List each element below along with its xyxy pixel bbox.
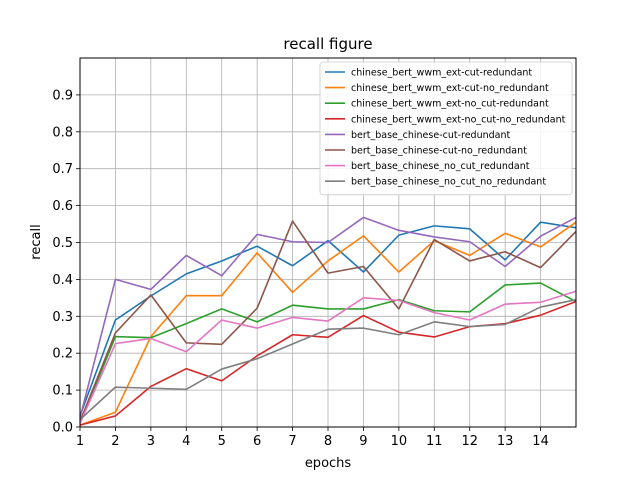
y-tick-label: 0.7 xyxy=(52,162,73,177)
legend-label: chinese_bert_wwm_ext-cut-redundant xyxy=(351,68,532,79)
series-line-5 xyxy=(79,216,577,418)
x-tick-label: 9 xyxy=(359,434,367,449)
series-line-1 xyxy=(79,221,577,417)
y-tick-label: 0.5 xyxy=(52,236,73,251)
axis-ticks: 1 2 3 4 5 6 7 8 9 10 11 12 13 140.00.10.20.30.40.50.6… xyxy=(52,88,549,449)
y-tick-label: 0.2 xyxy=(52,347,73,362)
x-tick-label: 4 xyxy=(182,434,190,449)
series-lines xyxy=(79,216,577,426)
x-tick-label: 12 xyxy=(461,434,478,449)
legend-label: chinese_bert_wwm_ext-no_cut-no_redundant xyxy=(351,114,566,125)
legend-label: bert_base_chinese_no_cut_redundant xyxy=(351,161,530,172)
y-tick-label: 0.0 xyxy=(52,421,73,436)
legend-label: bert_base_chinese-cut-redundant xyxy=(351,130,511,141)
x-tick-label: 5 xyxy=(218,434,226,449)
series-line-3 xyxy=(79,282,577,424)
legend-label: bert_base_chinese_no_cut_no_redundant xyxy=(351,177,546,188)
x-tick-label: 7 xyxy=(288,434,296,449)
x-tick-label: 10 xyxy=(391,434,408,449)
legend-label: bert_base_chinese-cut-no_redundant xyxy=(351,146,527,157)
y-tick-label: 0.8 xyxy=(52,125,73,140)
series-line-8 xyxy=(79,298,577,421)
x-tick-label: 6 xyxy=(253,434,261,449)
y-tick-label: 0.6 xyxy=(52,199,73,214)
chart-title: recall figure xyxy=(283,35,372,53)
y-tick-label: 0.9 xyxy=(52,88,73,103)
y-tick-label: 0.4 xyxy=(52,273,73,288)
legend-label: chinese_bert_wwm_ext-no_cut-redundant xyxy=(351,99,549,110)
legend-box xyxy=(319,61,573,196)
x-tick-label: 11 xyxy=(426,434,443,449)
series-line-2 xyxy=(79,221,577,426)
x-tick-label: 3 xyxy=(147,434,155,449)
y-axis-label: recall xyxy=(29,224,44,259)
legend-label: chinese_bert_wwm_ext-cut-no_redundant xyxy=(351,83,549,94)
x-tick-label: 1 xyxy=(76,434,84,449)
x-tick-label: 14 xyxy=(532,434,549,449)
x-tick-label: 13 xyxy=(497,434,514,449)
x-axis-label: epochs xyxy=(305,456,352,471)
x-tick-label: 2 xyxy=(111,434,119,449)
legend: chinese_bert_wwm_ext-cut-redundantchines… xyxy=(319,61,573,196)
x-tick-label: 8 xyxy=(324,434,332,449)
y-tick-label: 0.1 xyxy=(52,384,73,399)
y-tick-label: 0.3 xyxy=(52,310,73,325)
series-line-6 xyxy=(79,220,577,422)
series-line-7 xyxy=(79,290,577,424)
